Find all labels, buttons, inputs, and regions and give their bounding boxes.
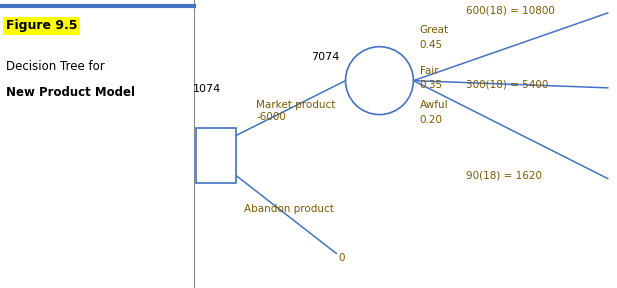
- Text: Great: Great: [420, 25, 449, 35]
- Text: 0.45: 0.45: [420, 40, 442, 50]
- Text: 7074: 7074: [311, 52, 339, 62]
- Text: 90(18) = 1620: 90(18) = 1620: [466, 171, 542, 181]
- Text: 600(18) = 10800: 600(18) = 10800: [466, 5, 555, 15]
- Text: Figure 9.5: Figure 9.5: [6, 19, 78, 33]
- Text: -6000: -6000: [256, 112, 286, 122]
- Text: Awful: Awful: [420, 100, 448, 110]
- Text: 1074: 1074: [193, 84, 221, 94]
- Bar: [196, 128, 236, 183]
- Text: Market product: Market product: [256, 100, 336, 110]
- Ellipse shape: [346, 47, 413, 115]
- Text: 300(18) = 5400: 300(18) = 5400: [466, 80, 549, 90]
- Text: Fair: Fair: [420, 66, 438, 75]
- Text: Decision Tree for: Decision Tree for: [6, 60, 105, 73]
- Text: Abandon product: Abandon product: [244, 204, 334, 214]
- Text: 0.35: 0.35: [420, 80, 442, 90]
- Text: New Product Model: New Product Model: [6, 86, 135, 99]
- Text: 0.20: 0.20: [420, 115, 442, 124]
- Text: 0: 0: [338, 253, 345, 263]
